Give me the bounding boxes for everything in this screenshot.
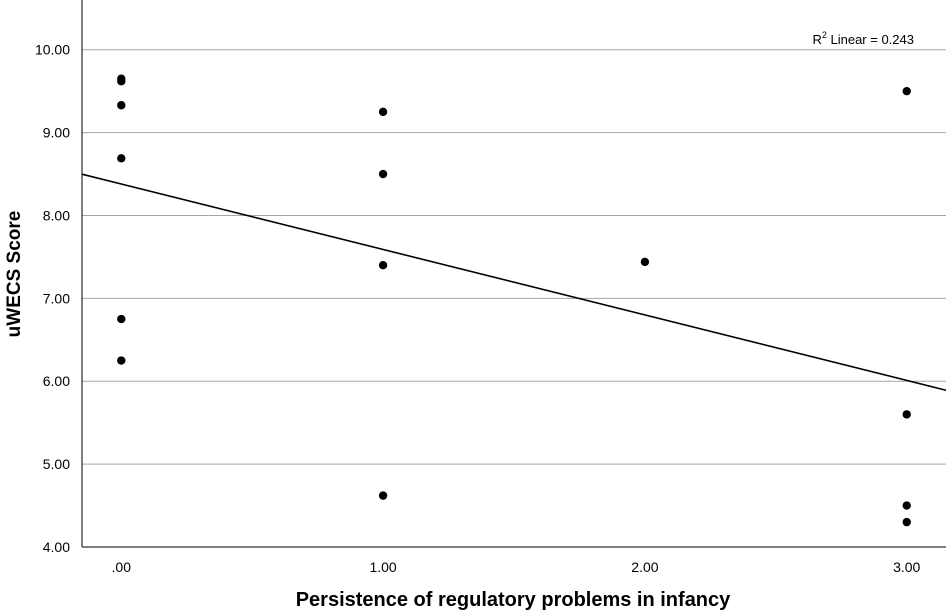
y-tick-label: 5.00 [43,456,70,472]
r2-annotation: R2 Linear = 0.243 [812,30,914,47]
x-tick-labels: .00 1.00 2.00 3.00 [112,559,921,575]
r2-value: Linear = 0.243 [827,32,914,47]
y-axis-title: uWECS Score [4,211,25,338]
y-tick-label: 10.00 [35,42,70,58]
data-point [117,314,126,324]
r2-superscript: 2 [822,30,827,40]
y-tick-labels: 4.00 5.00 6.00 7.00 8.00 9.00 10.00 [35,42,70,555]
data-point [117,356,126,365]
data-point [902,86,911,96]
data-point [117,77,126,86]
data-point [902,517,911,527]
data-point [378,169,388,179]
data-point [378,107,388,117]
x-tick-label: 1.00 [369,559,396,575]
gridlines [82,49,946,465]
y-tick-label: 9.00 [43,125,70,141]
data-point [640,257,650,267]
y-tick-label: 8.00 [43,207,70,223]
x-tick-label: 2.00 [631,559,658,575]
data-point [378,261,388,270]
y-tick-label: 6.00 [43,373,70,389]
data-point [378,491,388,500]
x-axis-title: Persistence of regulatory problems in in… [296,589,731,611]
y-tick-label: 7.00 [43,290,70,306]
data-point [117,154,126,163]
data-point [902,501,911,510]
data-points [117,74,911,527]
r2-prefix: R [812,32,821,47]
data-point [117,101,126,110]
x-tick-label: 3.00 [893,559,920,575]
x-tick-label: .00 [112,559,132,575]
y-tick-label: 4.00 [43,539,70,555]
regression-line [81,173,947,392]
data-point [902,410,911,419]
